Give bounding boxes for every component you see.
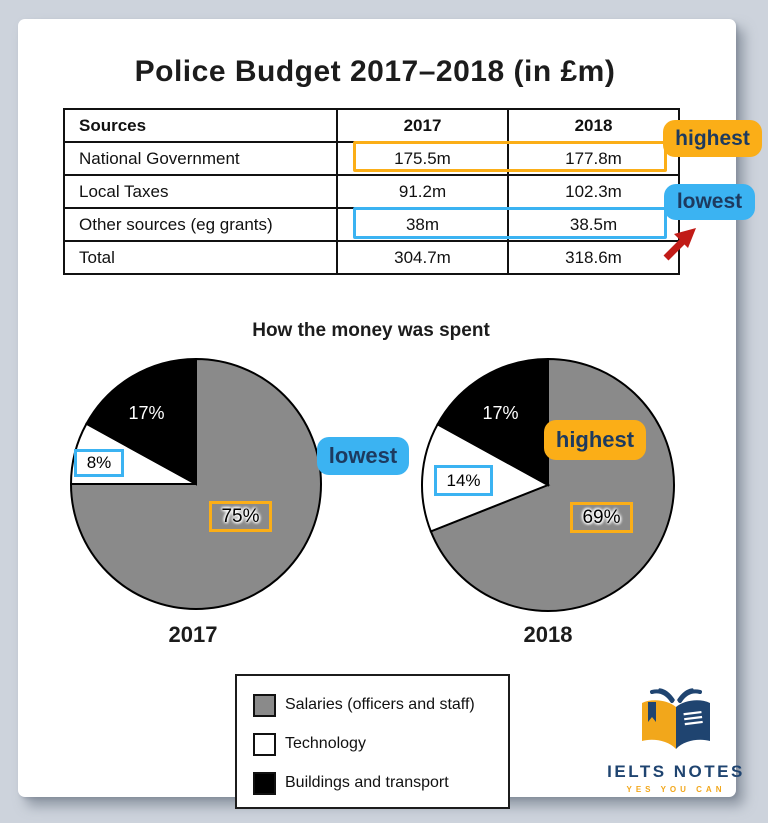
table-row: Total 304.7m 318.6m (63, 240, 680, 275)
table-header-row: Sources 2017 2018 (63, 108, 680, 143)
col-header-sources: Sources (63, 108, 338, 143)
logo-title: IELTS NOTES (607, 762, 745, 781)
legend-label: Buildings and transport (285, 774, 449, 791)
cell-value: 102.3m (507, 174, 680, 209)
pie-slice (436, 357, 549, 487)
logo: IELTS NOTES YES YOU CAN (601, 687, 751, 794)
legend-item: Salaries (officers and staff) (253, 690, 508, 720)
lowest-badge-pie: lowest (317, 437, 409, 475)
pie-year-label-2017: 2017 (168, 622, 218, 647)
cell-value: 38m (336, 207, 509, 242)
lowest-badge: lowest (664, 184, 755, 220)
cell-value: 175.5m (336, 141, 509, 176)
table-row: Other sources (eg grants) 38m 38.5m (63, 207, 680, 242)
budget-table: Sources 2017 2018 National Government 17… (63, 108, 680, 275)
pie-label-salaries-2017: 75% (209, 501, 272, 532)
open-book-icon (642, 688, 710, 749)
gray-swatch-icon (253, 693, 276, 717)
pie-label-buildings-2018: 17% (482, 403, 519, 423)
col-header-2018: 2018 (507, 108, 680, 143)
pie-label-technology-2018: 14% (434, 465, 493, 496)
black-swatch-icon (253, 771, 276, 795)
white-swatch-icon (253, 732, 276, 756)
legend-label: Salaries (officers and staff) (285, 696, 475, 713)
legend-label: Technology (285, 735, 366, 752)
pie-label-technology-2017: 8% (74, 449, 124, 477)
pie-slice (85, 357, 197, 486)
highest-badge-pie: highest (544, 420, 646, 460)
row-label: Other sources (eg grants) (63, 207, 338, 242)
page-title: Police Budget 2017–2018 (in £m) (134, 55, 616, 88)
pie-slice (69, 357, 322, 610)
arrow-up-right-icon (663, 228, 696, 261)
pie-label-buildings-2017: 17% (128, 403, 165, 423)
cell-value: 91.2m (336, 174, 509, 209)
row-label: Total (63, 240, 338, 275)
cell-value: 38.5m (507, 207, 680, 242)
pie-label-salaries-2018: 69% (570, 502, 633, 533)
highest-badge: highest (663, 120, 762, 157)
cell-value: 177.8m (507, 141, 680, 176)
legend-item: Buildings and transport (253, 768, 508, 798)
content-page: Police Budget 2017–2018 (in £m) Sources … (18, 19, 742, 809)
pie-chart-2017 (69, 357, 322, 610)
cell-value: 304.7m (336, 240, 509, 275)
table-row: Local Taxes 91.2m 102.3m (63, 174, 680, 209)
spend-chart-title: How the money was spent (252, 320, 490, 341)
pie-year-label-2018: 2018 (523, 622, 573, 647)
logo-tagline: YES YOU CAN (626, 785, 726, 794)
cell-value: 318.6m (507, 240, 680, 275)
legend-item: Technology (253, 729, 508, 759)
row-label: National Government (63, 141, 338, 176)
col-header-2017: 2017 (336, 108, 509, 143)
legend: Salaries (officers and staff) Technology… (235, 674, 510, 809)
table-row: National Government 175.5m 177.8m (63, 141, 680, 176)
row-label: Local Taxes (63, 174, 338, 209)
